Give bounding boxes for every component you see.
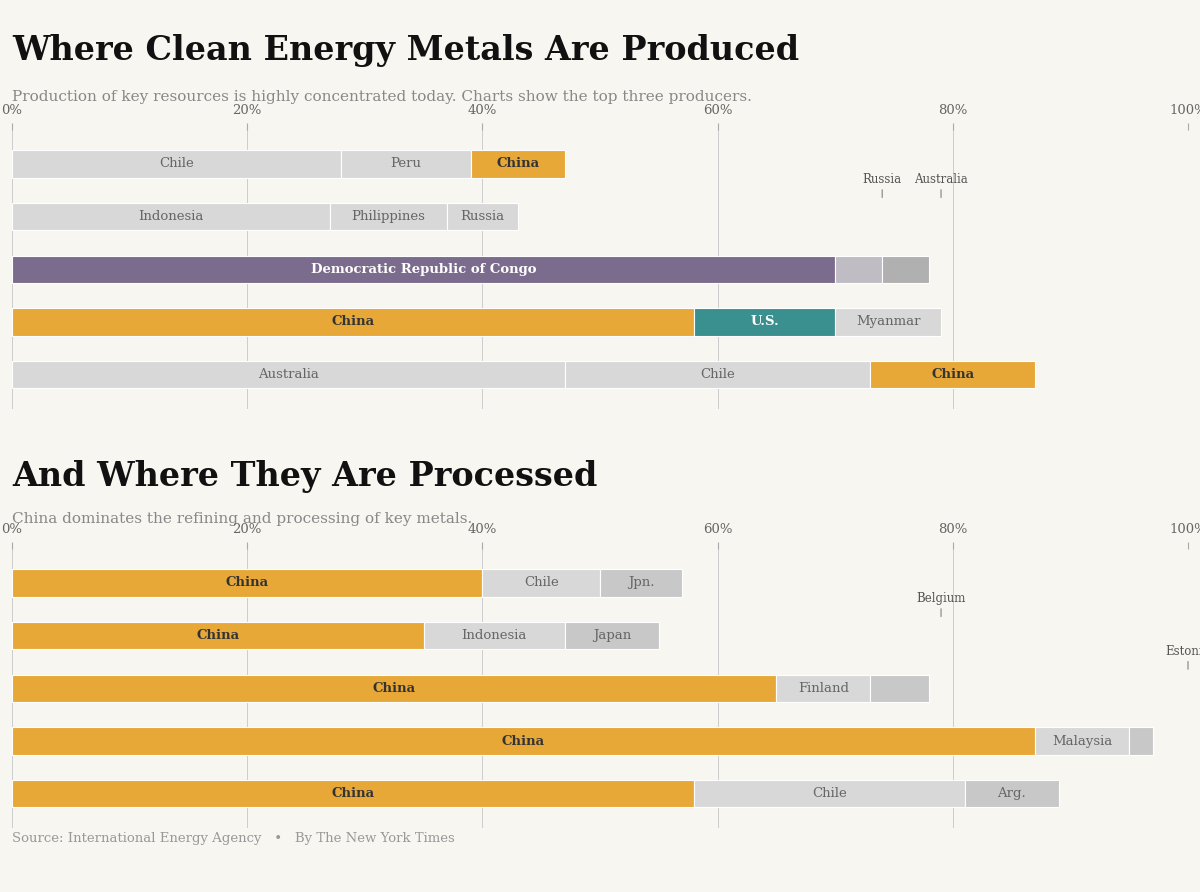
Bar xyxy=(12,150,341,178)
Text: Source: International Energy Agency   •   By The New York Times: Source: International Energy Agency • By… xyxy=(12,831,455,845)
Bar xyxy=(12,309,694,335)
Text: China: China xyxy=(197,629,239,642)
Text: China: China xyxy=(373,681,415,695)
Text: Indonesia: Indonesia xyxy=(138,210,204,223)
Bar xyxy=(12,361,565,388)
Text: Democratic Republic of Congo: Democratic Republic of Congo xyxy=(311,263,536,276)
Bar xyxy=(965,780,1058,807)
Text: Australia: Australia xyxy=(914,173,968,186)
Bar xyxy=(12,202,330,230)
Bar xyxy=(694,780,965,807)
Text: Indonesia: Indonesia xyxy=(462,629,527,642)
Bar xyxy=(776,674,870,702)
Bar xyxy=(470,150,565,178)
Text: Japan: Japan xyxy=(593,629,631,642)
Text: Chile: Chile xyxy=(160,157,194,170)
Bar xyxy=(424,622,565,649)
Bar xyxy=(448,202,517,230)
Bar xyxy=(482,569,600,597)
Text: Chile: Chile xyxy=(701,368,734,381)
Bar xyxy=(870,674,929,702)
Text: Finland: Finland xyxy=(798,681,848,695)
Bar xyxy=(12,780,694,807)
Text: Arg.: Arg. xyxy=(997,788,1026,800)
Text: China: China xyxy=(226,576,269,590)
Text: Chile: Chile xyxy=(524,576,558,590)
Bar xyxy=(565,361,870,388)
Text: Russia: Russia xyxy=(461,210,504,223)
Text: Where Clean Energy Metals Are Produced: Where Clean Energy Metals Are Produced xyxy=(12,34,799,67)
Text: China dominates the refining and processing of key metals.: China dominates the refining and process… xyxy=(12,512,473,526)
Text: China: China xyxy=(502,734,545,747)
Text: Malaysia: Malaysia xyxy=(1052,734,1112,747)
Text: Production of key resources is highly concentrated today. Charts show the top th: Production of key resources is highly co… xyxy=(12,89,752,103)
Text: Jpn.: Jpn. xyxy=(628,576,654,590)
Text: Estonia: Estonia xyxy=(1165,645,1200,657)
Bar xyxy=(835,309,941,335)
Text: Australia: Australia xyxy=(258,368,319,381)
Text: U.S.: U.S. xyxy=(750,316,779,328)
Bar xyxy=(694,309,835,335)
Bar xyxy=(835,256,882,283)
Text: Chile: Chile xyxy=(812,788,847,800)
Text: China: China xyxy=(331,788,374,800)
Bar xyxy=(12,674,776,702)
Text: China: China xyxy=(331,316,374,328)
Bar xyxy=(1036,727,1129,755)
Text: China: China xyxy=(931,368,974,381)
Bar xyxy=(12,727,1036,755)
Bar xyxy=(341,150,470,178)
Bar xyxy=(330,202,448,230)
Text: Peru: Peru xyxy=(390,157,421,170)
Text: Russia: Russia xyxy=(863,173,902,186)
Bar xyxy=(12,622,424,649)
Text: Belgium: Belgium xyxy=(917,592,966,605)
Text: And Where They Are Processed: And Where They Are Processed xyxy=(12,460,598,493)
Text: Philippines: Philippines xyxy=(352,210,425,223)
Bar xyxy=(600,569,683,597)
Bar xyxy=(12,569,482,597)
Text: Myanmar: Myanmar xyxy=(856,316,920,328)
Bar xyxy=(12,256,835,283)
Bar xyxy=(565,622,659,649)
Bar xyxy=(870,361,1036,388)
Bar xyxy=(1129,727,1153,755)
Text: China: China xyxy=(496,157,539,170)
Bar xyxy=(882,256,929,283)
